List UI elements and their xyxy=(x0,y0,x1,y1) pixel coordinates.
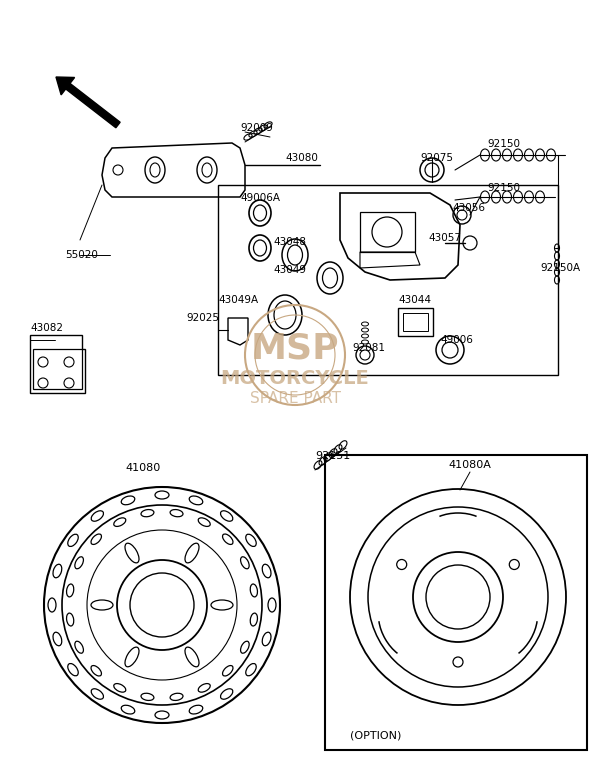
Text: 43057: 43057 xyxy=(428,233,461,243)
Bar xyxy=(403,313,428,331)
Text: 43049: 43049 xyxy=(273,265,306,275)
Text: 92009: 92009 xyxy=(240,123,273,133)
Text: 43049A: 43049A xyxy=(218,295,258,305)
Bar xyxy=(325,455,587,750)
Text: MSP: MSP xyxy=(251,331,340,365)
Bar xyxy=(33,349,82,389)
Text: 49006: 49006 xyxy=(440,335,473,345)
Text: 41080: 41080 xyxy=(125,463,160,473)
Bar xyxy=(218,185,558,375)
Text: 55020: 55020 xyxy=(65,250,98,260)
Text: 43056: 43056 xyxy=(452,203,485,213)
Text: 92025: 92025 xyxy=(186,313,219,323)
Text: MOTORCYCLE: MOTORCYCLE xyxy=(221,369,370,387)
Text: 43048: 43048 xyxy=(273,237,306,247)
Text: 43080: 43080 xyxy=(285,153,318,163)
Text: 49006A: 49006A xyxy=(240,193,280,203)
Text: SPARE PART: SPARE PART xyxy=(250,391,341,405)
Text: 92150A: 92150A xyxy=(540,263,580,273)
Bar xyxy=(360,212,415,252)
Bar xyxy=(398,308,433,336)
Text: 92151: 92151 xyxy=(315,451,350,461)
Text: 92081: 92081 xyxy=(352,343,385,353)
Text: 92150: 92150 xyxy=(487,183,520,193)
Text: (OPTION): (OPTION) xyxy=(350,730,401,740)
Text: 41080A: 41080A xyxy=(448,460,491,470)
FancyArrow shape xyxy=(56,77,120,128)
Text: 92075: 92075 xyxy=(420,153,453,163)
Text: 43082: 43082 xyxy=(30,323,63,333)
Text: 43044: 43044 xyxy=(398,295,431,305)
Text: 92150: 92150 xyxy=(487,139,520,149)
